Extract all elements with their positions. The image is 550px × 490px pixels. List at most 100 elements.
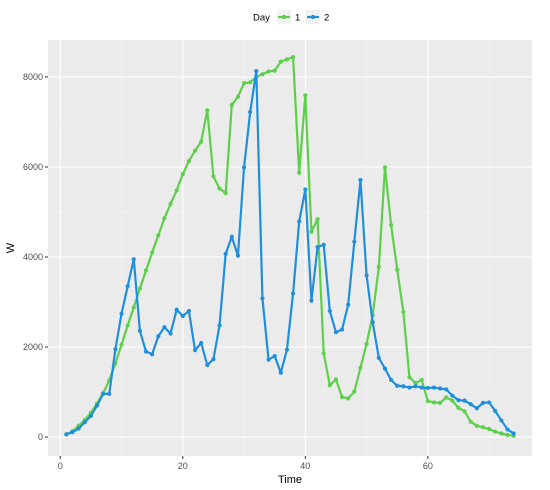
data-point [358, 365, 363, 370]
y-tick-label: 0 [38, 432, 43, 442]
data-point [229, 102, 234, 107]
data-point [419, 385, 424, 390]
data-point [290, 291, 296, 296]
data-point [272, 68, 277, 73]
data-point [260, 72, 265, 77]
axes: 0 20 40 60 0 2000 4000 6000 8000 [23, 72, 433, 471]
data-point [156, 334, 161, 339]
data-point [309, 298, 314, 303]
data-point [162, 216, 167, 221]
x-axis-title: Time [278, 474, 302, 486]
data-point [450, 393, 455, 398]
data-point [395, 267, 400, 272]
data-point [107, 391, 112, 396]
data-point [241, 81, 247, 86]
y-axis-title: W [5, 242, 17, 253]
data-point [333, 330, 339, 335]
data-point [235, 94, 241, 99]
data-point [156, 233, 161, 238]
data-point [101, 391, 106, 396]
data-point [425, 385, 430, 391]
data-point [431, 385, 437, 390]
data-point [205, 108, 210, 113]
data-point [376, 264, 381, 270]
data-point [388, 377, 394, 383]
y-tick-label: 6000 [23, 162, 43, 172]
data-point [168, 201, 173, 206]
y-tick-label: 8000 [23, 72, 43, 82]
data-point [327, 383, 332, 388]
legend-entry-label: 1 [295, 13, 300, 24]
data-point [174, 188, 179, 193]
data-point [174, 307, 179, 312]
data-point [339, 327, 345, 332]
data-point [395, 383, 400, 388]
data-point [150, 250, 155, 255]
data-point [297, 219, 302, 224]
data-point [487, 426, 492, 432]
data-point [425, 398, 430, 404]
series-2 [64, 68, 516, 437]
data-point [327, 308, 332, 314]
data-point [266, 69, 271, 74]
data-point [364, 273, 369, 278]
data-point [358, 177, 363, 183]
minor-gridlines [48, 40, 532, 456]
data-point [419, 377, 424, 383]
data-point [456, 398, 461, 403]
data-point [278, 59, 283, 64]
data-point [94, 403, 100, 408]
data-point [493, 429, 498, 434]
data-point [462, 398, 467, 403]
x-tick-label: 20 [178, 461, 188, 471]
data-point [162, 325, 167, 330]
data-point [511, 431, 516, 436]
data-point [499, 418, 504, 423]
data-point [499, 431, 504, 436]
data-point [444, 395, 449, 400]
data-point [284, 347, 290, 352]
data-point [137, 328, 142, 333]
data-point [474, 406, 479, 411]
data-point [303, 93, 308, 98]
data-point [346, 302, 351, 307]
data-point [480, 400, 486, 405]
data-point [339, 394, 345, 400]
data-point [64, 432, 69, 437]
data-point [125, 323, 130, 328]
data-point [76, 426, 81, 431]
data-point [284, 57, 290, 62]
data-point [462, 409, 467, 414]
data-point [180, 172, 185, 177]
x-tick-label: 0 [58, 461, 63, 471]
data-point [211, 357, 216, 362]
data-point [388, 222, 394, 228]
data-point [309, 229, 314, 234]
data-point [254, 68, 259, 74]
data-point [401, 309, 406, 315]
data-point [438, 400, 443, 405]
data-point [382, 165, 388, 170]
legend-entry-label: 2 [324, 13, 329, 24]
data-point [407, 375, 412, 380]
data-point [468, 402, 473, 407]
data-point [303, 187, 308, 192]
data-point [450, 398, 455, 403]
data-point [131, 305, 136, 310]
data-point [113, 347, 118, 352]
data-point [180, 313, 185, 319]
data-point [217, 186, 222, 191]
data-point [480, 425, 486, 430]
data-point [70, 430, 75, 435]
data-point [235, 253, 241, 258]
data-point [505, 427, 510, 432]
data-point [119, 311, 124, 316]
data-point [456, 405, 461, 410]
data-point [186, 308, 192, 314]
data-point [278, 370, 283, 375]
data-point [217, 323, 222, 328]
data-point [487, 400, 492, 405]
data-point [346, 396, 351, 401]
data-point [352, 389, 357, 394]
